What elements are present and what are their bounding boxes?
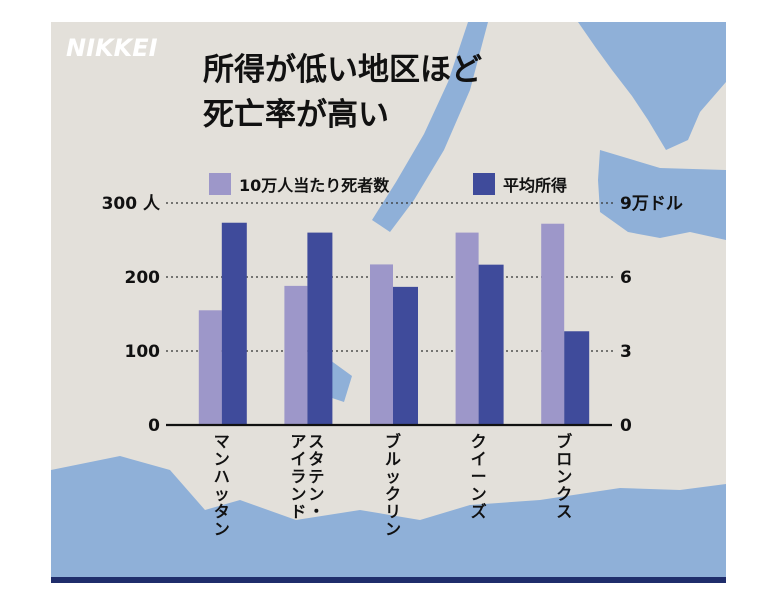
bar-income (221, 222, 247, 425)
map-background (51, 22, 726, 583)
bar-deaths (541, 223, 565, 425)
legend-label-deaths: 10万人当たり死者数 (239, 176, 390, 195)
chart-legend: 10万人当たり死者数 平均所得 (209, 173, 567, 195)
bars (198, 222, 590, 425)
category-label: マンハッタン (214, 432, 230, 539)
left-axis-tick-label: 200 (125, 268, 161, 288)
bar-deaths (370, 264, 393, 425)
category-label: ブルックリン (385, 432, 401, 539)
bar-deaths (198, 310, 222, 425)
left-axis-tick-label: 0 (148, 416, 160, 436)
legend-label-income: 平均所得 (503, 176, 567, 195)
left-axis-tick-label: 300 人 (102, 194, 161, 214)
bar-deaths (455, 232, 479, 425)
category-label: ブロンクス (556, 432, 572, 521)
water-river (578, 22, 726, 150)
bar-income (478, 264, 504, 425)
category-label: アイランド (290, 432, 306, 521)
bar-income (307, 232, 333, 425)
water-sound (598, 150, 726, 240)
right-axis-tick-label: 0 (620, 416, 632, 436)
water-channel (150, 520, 240, 580)
right-axis-tick-label: 6 (620, 268, 632, 288)
brand-logo: NIKKEI (66, 34, 158, 62)
chart-title-line-1: 所得が低い地区ほど (203, 52, 482, 88)
category-label: クイーンズ (471, 432, 487, 521)
legend-swatch-deaths (209, 173, 231, 195)
left-axis-tick-label: 100 (125, 342, 161, 362)
legend-swatch-income (473, 173, 495, 195)
water-river (372, 22, 488, 232)
bottom-bar (51, 577, 726, 583)
water-inlet (326, 360, 352, 402)
right-axis-tick-label: 9万ドル (620, 194, 683, 214)
right-axis-tick-label: 3 (620, 342, 632, 362)
chart-title-line-2: 死亡率が高い (203, 97, 389, 133)
bar-income (564, 331, 590, 425)
category-label: スタテン・ (308, 432, 324, 521)
bar-income (393, 286, 418, 425)
bar-deaths (284, 285, 308, 425)
